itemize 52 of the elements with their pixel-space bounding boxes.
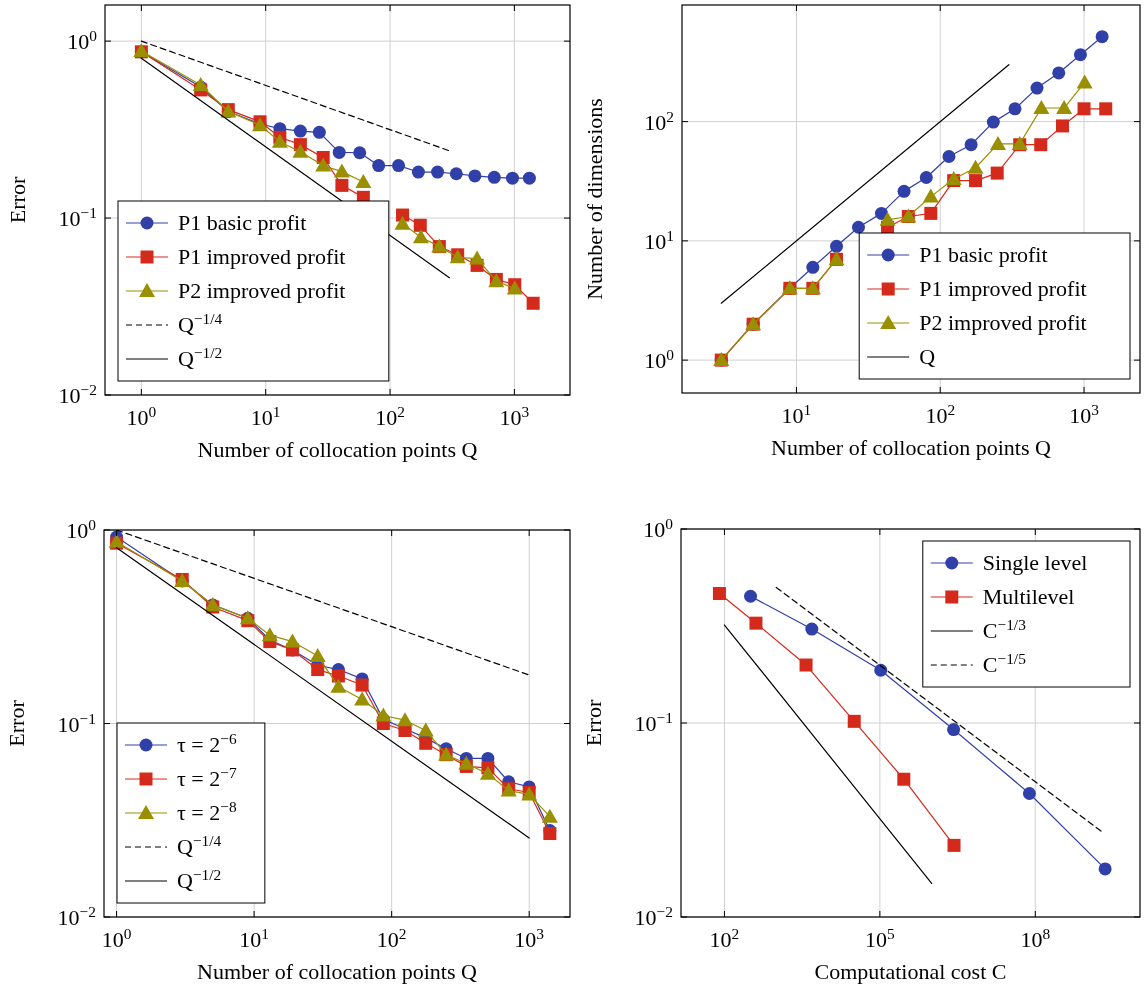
y-tick-label: 10$^{−2}$	[634, 902, 673, 930]
y-tick-label: 10$^{0}$	[644, 345, 675, 374]
legend-label: C$^{−1/5}$	[982, 649, 1027, 677]
x-axis-title: Computational cost C	[814, 959, 1007, 984]
x-tick-label: 10$^{1}$	[250, 402, 281, 430]
x-axis-title: Number of collocation points Q	[197, 437, 478, 462]
legend-label: P2 improved profit	[919, 310, 1087, 335]
legend-label: τ = 2$^{−6}$	[177, 729, 237, 757]
y-tick-label: 10$^{1}$	[644, 226, 674, 254]
y-axis-title: Error	[581, 699, 606, 747]
x-tick-label: 10$^{1}$	[781, 400, 812, 428]
y-tick-label: 10$^{0}$	[643, 514, 674, 542]
legend-label: Q$^{−1/2}$	[177, 865, 222, 893]
x-axis-title: Number of collocation points Q	[197, 959, 478, 984]
y-tick-label: 10$^{−2}$	[58, 380, 97, 408]
y-tick-label: 10$^{−1}$	[58, 203, 97, 232]
x-tick-label: 10$^{5}$	[865, 924, 896, 952]
legend-label: Multilevel	[982, 584, 1075, 609]
y-tick-label: 10$^{−1}$	[57, 709, 96, 737]
y-tick-label: 10$^{−1}$	[634, 708, 673, 736]
y-axis-title: Error	[5, 176, 30, 224]
legend-label: τ = 2$^{−8}$	[177, 797, 237, 825]
legend-label: P1 improved profit	[178, 244, 346, 269]
legend-label: C$^{−1/3}$	[982, 615, 1027, 643]
x-tick-label: 10$^{3}$	[1069, 400, 1100, 428]
legend-label: Q$^{−1/2}$	[178, 343, 223, 371]
legend-label: Single level	[982, 550, 1088, 575]
x-tick-label: 10$^{3}$	[514, 924, 545, 952]
x-tick-label: 10$^{3}$	[499, 402, 530, 430]
legend-label: Q$^{−1/4}$	[178, 309, 223, 337]
legend-label: P1 improved profit	[919, 276, 1087, 301]
legend-label: P1 basic profit	[178, 210, 307, 235]
y-tick-label: 10$^{0}$	[66, 515, 97, 543]
legend-label: Q	[919, 344, 936, 369]
y-axis-title: Error	[4, 699, 29, 747]
legend-label: P1 basic profit	[919, 242, 1048, 267]
x-axis-title: Number of collocation points Q	[771, 435, 1052, 460]
x-tick-label: 10$^{0}$	[101, 924, 132, 952]
x-tick-label: 10$^{1}$	[239, 924, 269, 952]
y-tick-label: 10$^{0}$	[67, 26, 98, 55]
x-tick-label: 10$^{2}$	[925, 400, 956, 428]
legend-label: P2 improved profit	[178, 278, 346, 303]
legend-label: Q$^{−1/4}$	[177, 831, 222, 859]
x-tick-label: 10$^{2}$	[376, 924, 407, 952]
y-tick-label: 10$^{−2}$	[57, 902, 96, 930]
y-tick-label: 10$^{2}$	[644, 107, 674, 135]
legend-label: τ = 2$^{−7}$	[177, 763, 237, 791]
x-tick-label: 10$^{2}$	[709, 924, 740, 952]
x-tick-label: 10$^{0}$	[126, 402, 157, 430]
x-tick-label: 10$^{2}$	[375, 402, 405, 430]
x-tick-label: 10$^{8}$	[1020, 924, 1051, 952]
y-axis-title: Number of dimensions	[582, 98, 607, 300]
